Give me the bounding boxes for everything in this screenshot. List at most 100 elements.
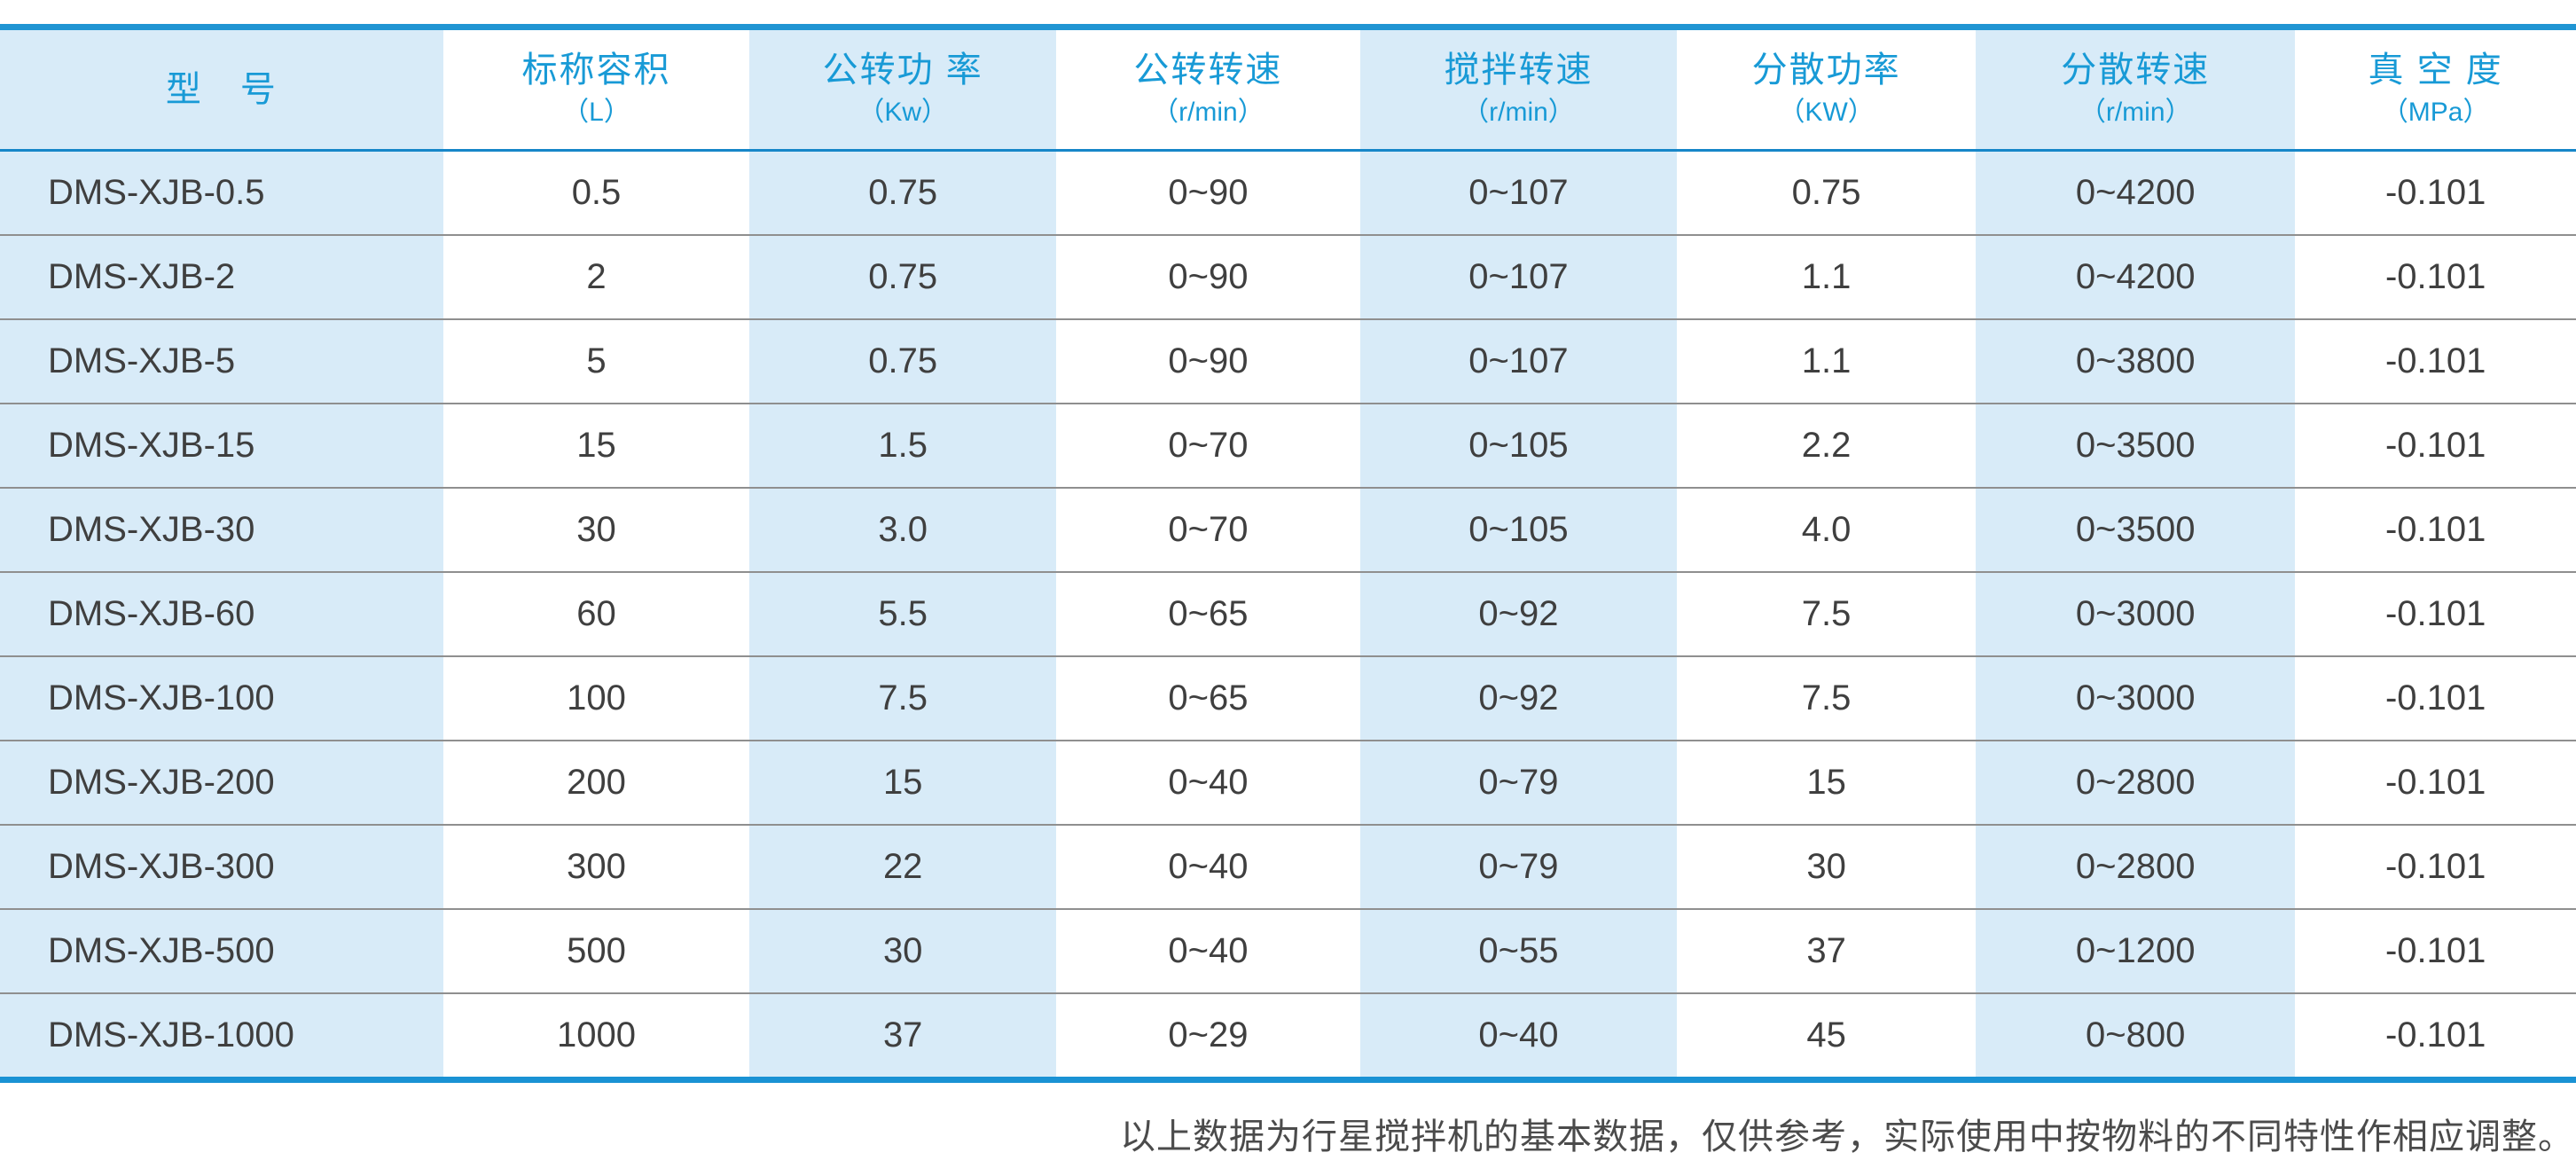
header-unit: （r/min）	[1462, 98, 1575, 127]
model-cell: DMS-XJB-100	[0, 655, 443, 741]
value-cell: 0~70	[1056, 487, 1360, 572]
value-cell: 15	[1677, 740, 1977, 825]
value-cell: 0~90	[1056, 150, 1360, 235]
spec-table: 型 号 标称容积 （L） 公转功 率 （Kw） 公转转速 （r/min） 搅拌转速 （r/min…	[0, 24, 2576, 1083]
value-cell: 30	[442, 487, 750, 572]
value-cell: -0.101	[2295, 150, 2576, 235]
value-cell: 0~90	[1056, 234, 1360, 319]
value-cell: 0~70	[1056, 403, 1360, 488]
header-unit: （r/min）	[1152, 98, 1265, 127]
header-cell-5: 分散功率 （KW）	[1677, 27, 1977, 152]
value-cell: 0~107	[1359, 318, 1678, 404]
value-cell: 4.0	[1677, 487, 1977, 572]
value-cell: 1.1	[1677, 318, 1977, 404]
header-title: 分散转速	[2061, 51, 2211, 90]
value-cell: 30	[1677, 824, 1977, 909]
value-cell: 0~800	[1976, 992, 2296, 1080]
value-cell: -0.101	[2295, 571, 2576, 656]
header-cell-0: 型 号	[0, 27, 443, 152]
model-cell: DMS-XJB-5	[0, 318, 443, 404]
header-title: 真 空 度	[2368, 51, 2503, 90]
value-cell: 1.5	[749, 403, 1057, 488]
value-cell: 0~3500	[1976, 403, 2296, 488]
model-cell: DMS-XJB-2	[0, 234, 443, 319]
table-row: DMS-XJB-500 500 30 0~40 0~55 37 0~1200 -0.101	[0, 908, 2576, 993]
value-cell: 0~92	[1359, 655, 1678, 741]
table-row: DMS-XJB-1000 1000 37 0~29 0~40 45 0~800 -0.101	[0, 992, 2576, 1080]
table-row: DMS-XJB-30 30 3.0 0~70 0~105 4.0 0~3500 -0.101	[0, 487, 2576, 572]
value-cell: 15	[442, 403, 750, 488]
header-title: 标称容积	[521, 51, 671, 90]
value-cell: -0.101	[2295, 740, 2576, 825]
table-row: DMS-XJB-300 300 22 0~40 0~79 30 0~2800 -0.101	[0, 824, 2576, 909]
value-cell: 0~40	[1056, 824, 1360, 909]
value-cell: 2	[442, 234, 750, 319]
table-row: DMS-XJB-5 5 0.75 0~90 0~107 1.1 0~3800 -0.101	[0, 318, 2576, 404]
model-cell: DMS-XJB-0.5	[0, 150, 443, 235]
table-row: DMS-XJB-2 2 0.75 0~90 0~107 1.1 0~4200 -0.101	[0, 234, 2576, 319]
value-cell: 30	[749, 908, 1057, 993]
value-cell: 0~105	[1359, 403, 1678, 488]
value-cell: 0~3800	[1976, 318, 2296, 404]
value-cell: 0~55	[1359, 908, 1678, 993]
value-cell: -0.101	[2295, 824, 2576, 909]
value-cell: 0~2800	[1976, 824, 2296, 909]
model-cell: DMS-XJB-30	[0, 487, 443, 572]
header-title: 公转功 率	[822, 51, 983, 90]
value-cell: 37	[1677, 908, 1977, 993]
value-cell: 300	[442, 824, 750, 909]
header-cell-4: 搅拌转速 （r/min）	[1359, 27, 1678, 152]
value-cell: 0.75	[1677, 150, 1977, 235]
header-cell-3: 公转转速 （r/min）	[1056, 27, 1360, 152]
value-cell: 37	[749, 992, 1057, 1080]
value-cell: 200	[442, 740, 750, 825]
header-row: 型 号 标称容积 （L） 公转功 率 （Kw） 公转转速 （r/min） 搅拌转速 （r/min…	[0, 27, 2576, 152]
header-unit: （Kw）	[857, 98, 949, 127]
value-cell: 0.5	[442, 150, 750, 235]
value-cell: 15	[749, 740, 1057, 825]
table-row: DMS-XJB-0.5 0.5 0.75 0~90 0~107 0.75 0~4200 -0.…	[0, 150, 2576, 235]
spec-table-header: 型 号 标称容积 （L） 公转功 率 （Kw） 公转转速 （r/min） 搅拌转速 （r/min…	[0, 27, 2576, 152]
value-cell: 0~79	[1359, 740, 1678, 825]
value-cell: 0.75	[749, 318, 1057, 404]
header-cell-7: 真 空 度 （MPa）	[2295, 27, 2576, 152]
value-cell: 0~105	[1359, 487, 1678, 572]
value-cell: 0~40	[1056, 740, 1360, 825]
header-title: 分散功率	[1751, 51, 1901, 90]
table-row: DMS-XJB-200 200 15 0~40 0~79 15 0~2800 -0.101	[0, 740, 2576, 825]
value-cell: 7.5	[1677, 655, 1977, 741]
value-cell: 7.5	[749, 655, 1057, 741]
value-cell: 22	[749, 824, 1057, 909]
header-unit: （L）	[562, 98, 630, 127]
value-cell: 1.1	[1677, 234, 1977, 319]
value-cell: 60	[442, 571, 750, 656]
table-row: DMS-XJB-60 60 5.5 0~65 0~92 7.5 0~3000 -0.101	[0, 571, 2576, 656]
footnote: 以上数据为行星搅拌机的基本数据，仅供参考，实际使用中按物料的不同特性作相应调整。	[1120, 1117, 2574, 1157]
table-row: DMS-XJB-15 15 1.5 0~70 0~105 2.2 0~3500 -0.101	[0, 403, 2576, 488]
value-cell: 0~3000	[1976, 655, 2296, 741]
value-cell: 0~4200	[1976, 234, 2296, 319]
header-title: 公转转速	[1133, 51, 1283, 90]
value-cell: 0~65	[1056, 655, 1360, 741]
header-unit: （KW）	[1778, 98, 1875, 127]
value-cell: 45	[1677, 992, 1977, 1080]
value-cell: 0~65	[1056, 571, 1360, 656]
value-cell: 0.75	[749, 234, 1057, 319]
value-cell: 7.5	[1677, 571, 1977, 656]
header-title: 型 号	[165, 70, 278, 109]
value-cell: -0.101	[2295, 403, 2576, 488]
value-cell: 0.75	[749, 150, 1057, 235]
value-cell: -0.101	[2295, 908, 2576, 993]
header-unit: （MPa）	[2381, 98, 2490, 127]
value-cell: 0~40	[1359, 992, 1678, 1080]
value-cell: 2.2	[1677, 403, 1977, 488]
spec-sheet-page: 型 号 标称容积 （L） 公转功 率 （Kw） 公转转速 （r/min） 搅拌转速 （r/min…	[0, 24, 2576, 1176]
value-cell: 500	[442, 908, 750, 993]
value-cell: -0.101	[2295, 487, 2576, 572]
model-cell: DMS-XJB-1000	[0, 992, 443, 1080]
header-title: 搅拌转速	[1444, 51, 1593, 90]
header-unit: （r/min）	[2079, 98, 2192, 127]
value-cell: 0~107	[1359, 150, 1678, 235]
value-cell: 5.5	[749, 571, 1057, 656]
value-cell: 3.0	[749, 487, 1057, 572]
